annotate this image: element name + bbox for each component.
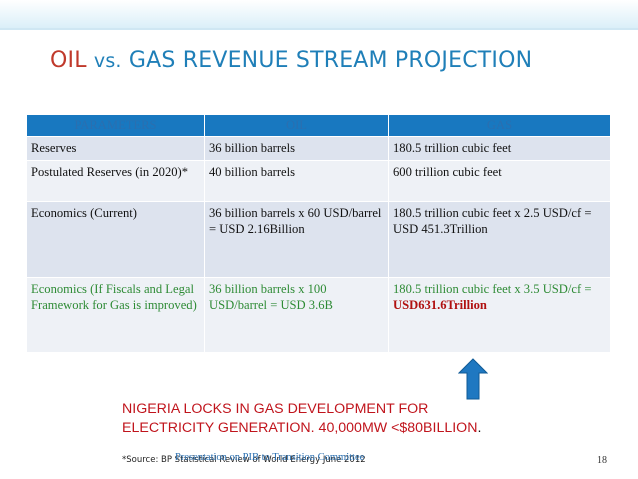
header-oil: OIL [204, 114, 389, 137]
table-row: Economics (Current) 36 billion barrels x… [26, 201, 611, 278]
header-parameters: PARAMETERS [26, 114, 205, 137]
cell-oil: 40 billion barrels [204, 160, 389, 202]
revenue-table: PARAMETERS OIL GAS Reserves 36 billion b… [26, 114, 611, 353]
note-line-1: NIGERIA LOCKS IN GAS DEVELOPMENT FOR [122, 401, 429, 417]
title-vs: vs. [93, 50, 122, 72]
cell-oil: 36 billion barrels x 60 USD/barrel = USD… [204, 201, 389, 278]
cell-oil: 36 billion barrels [204, 136, 389, 161]
up-arrow-icon [458, 358, 488, 400]
cell-parameter: Postulated Reserves (in 2020)* [26, 160, 205, 202]
gas-total-highlight: USD631.6Trillion [393, 298, 487, 312]
cell-gas: 180.5 trillion cubic feet x 2.5 USD/cf =… [388, 201, 611, 278]
title-oil: OIL [50, 48, 87, 73]
slide-title: OIL vs. GAS REVENUE STREAM PROJECTION [50, 48, 532, 73]
cell-parameter: Reserves [26, 136, 205, 161]
cell-parameter: Economics (Current) [26, 201, 205, 278]
top-bar-divider [0, 28, 638, 30]
title-rest: GAS REVENUE STREAM PROJECTION [128, 48, 533, 73]
cell-gas-formula: 180.5 trillion cubic feet x 3.5 USD/cf = [393, 282, 592, 296]
header-gas: GAS [388, 114, 611, 137]
source-citation: *Source: BP Statistical Review of World … [122, 455, 366, 465]
cell-parameter: Economics (If Fiscals and Legal Framewor… [26, 277, 205, 353]
table-row: Postulated Reserves (in 2020)* 40 billio… [26, 160, 611, 202]
cell-gas: 600 trillion cubic feet [388, 160, 611, 202]
page-number: 18 [597, 455, 607, 466]
table-header-row: PARAMETERS OIL GAS [26, 114, 611, 137]
table-row: Economics (If Fiscals and Legal Framewor… [26, 277, 611, 353]
cell-gas: 180.5 trillion cubic feet x 3.5 USD/cf =… [388, 277, 611, 353]
note-line-2: ELECTRICITY GENERATION. 40,000MW <$80BIL… [122, 420, 478, 436]
cell-gas: 180.5 trillion cubic feet [388, 136, 611, 161]
table-row: Reserves 36 billion barrels 180.5 trilli… [26, 136, 611, 161]
presentation-footer: Presentation on PIB to Transition Commit… [175, 452, 365, 463]
cell-oil: 36 billion barrels x 100 USD/barrel = US… [204, 277, 389, 353]
note-period: . [477, 420, 482, 436]
gas-development-note: NIGERIA LOCKS IN GAS DEVELOPMENT FOR ELEC… [122, 400, 481, 438]
top-decorative-bar [0, 0, 638, 30]
